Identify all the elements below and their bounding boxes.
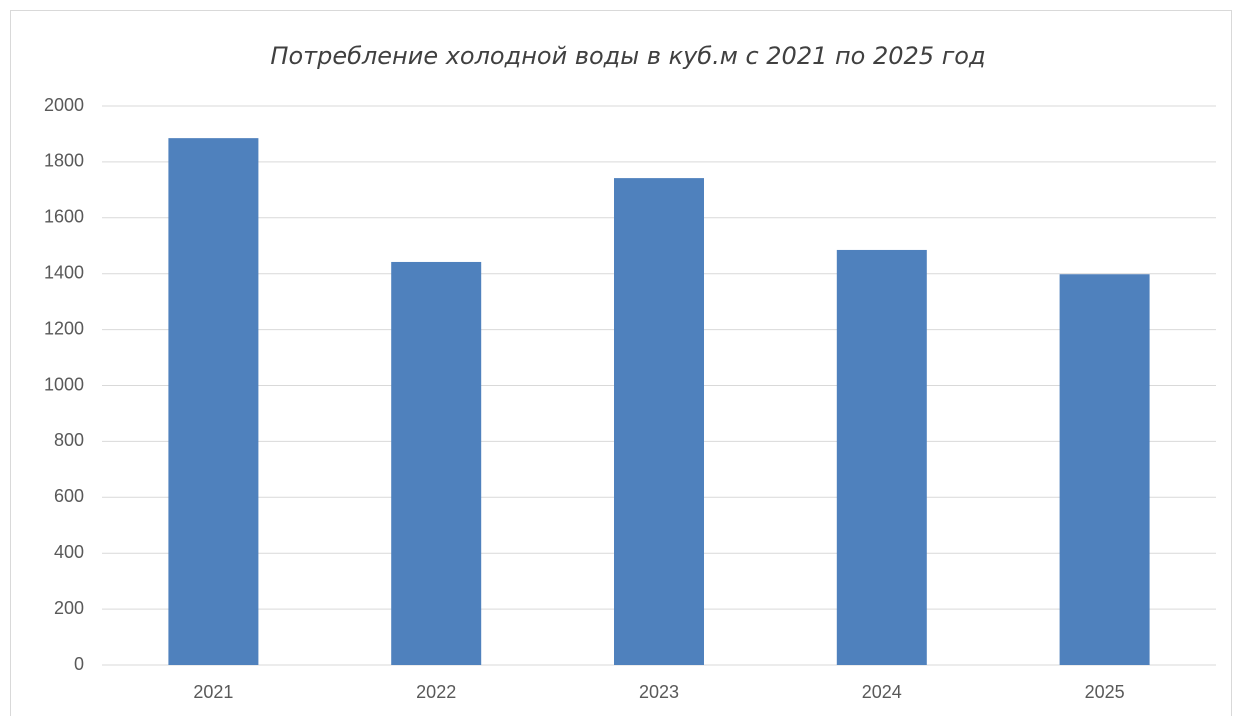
x-tick-label: 2023	[639, 682, 679, 702]
y-tick-label: 1600	[44, 207, 84, 227]
x-tick-label: 2022	[416, 682, 456, 702]
y-tick-label: 1400	[44, 262, 84, 282]
chart-title: Потребление холодной воды в куб.м с 2021…	[270, 42, 985, 70]
x-tick-label: 2025	[1085, 682, 1125, 702]
y-tick-label: 1800	[44, 151, 84, 171]
bar	[1059, 274, 1150, 665]
y-tick-label: 1000	[44, 374, 84, 394]
y-tick-label: 400	[54, 542, 84, 562]
x-tick-label: 2024	[862, 682, 902, 702]
y-tick-label: 600	[54, 486, 84, 506]
x-tick-label: 2021	[193, 682, 233, 702]
y-tick-label: 1200	[44, 318, 84, 338]
bar	[836, 249, 927, 665]
y-tick-label: 0	[74, 654, 84, 674]
bar	[391, 261, 482, 665]
y-tick-label: 2000	[44, 95, 84, 115]
y-tick-label: 200	[54, 598, 84, 618]
y-tick-label: 800	[54, 430, 84, 450]
bar	[168, 138, 259, 665]
bar	[614, 178, 704, 665]
